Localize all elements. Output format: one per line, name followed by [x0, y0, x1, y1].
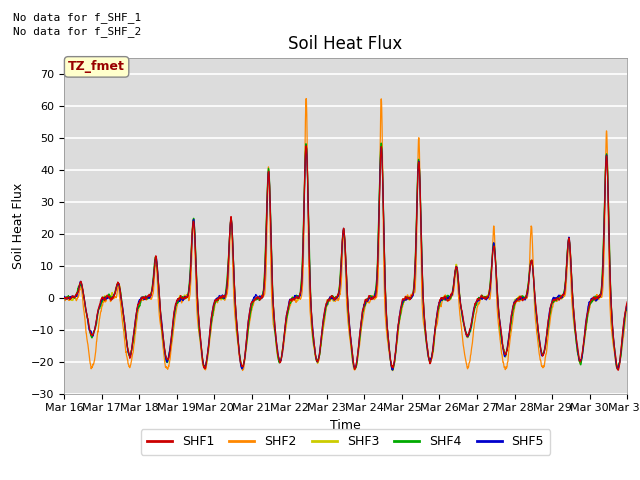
- SHF4: [417, 222, 425, 228]
- SHF5: [623, 301, 631, 307]
- SHF3: [239, 364, 246, 370]
- Legend: SHF1, SHF2, SHF3, SHF4, SHF5: SHF1, SHF2, SHF3, SHF4, SHF5: [141, 429, 550, 455]
- SHF3: [378, 143, 385, 148]
- Text: TZ_fmet: TZ_fmet: [68, 60, 125, 73]
- SHF1: [623, 299, 631, 305]
- SHF4: [378, 140, 385, 146]
- SHF2: [239, 368, 246, 373]
- SHF1: [302, 143, 310, 149]
- SHF5: [417, 231, 425, 237]
- Text: No data for f_SHF_1: No data for f_SHF_1: [13, 12, 141, 23]
- SHF3: [60, 295, 68, 300]
- SHF2: [302, 96, 310, 101]
- SHF4: [453, 270, 461, 276]
- Title: Soil Heat Flux: Soil Heat Flux: [289, 35, 403, 53]
- SHF2: [239, 367, 246, 372]
- SHF5: [239, 365, 246, 371]
- SHF5: [389, 367, 397, 373]
- Line: SHF3: SHF3: [64, 145, 627, 371]
- SHF1: [525, 279, 532, 285]
- SHF1: [453, 265, 461, 271]
- SHF5: [454, 266, 461, 272]
- SHF3: [483, 294, 491, 300]
- Line: SHF2: SHF2: [64, 98, 627, 371]
- SHF2: [417, 261, 425, 267]
- Text: No data for f_SHF_2: No data for f_SHF_2: [13, 26, 141, 37]
- SHF4: [483, 294, 491, 300]
- SHF1: [614, 367, 622, 373]
- SHF2: [483, 293, 491, 299]
- Y-axis label: Soil Heat Flux: Soil Heat Flux: [12, 182, 25, 269]
- SHF3: [389, 368, 397, 373]
- Line: SHF1: SHF1: [64, 146, 627, 370]
- SHF3: [453, 265, 461, 271]
- SHF4: [239, 364, 246, 370]
- SHF1: [453, 265, 461, 271]
- SHF4: [525, 274, 533, 279]
- SHF5: [453, 266, 461, 272]
- SHF1: [239, 363, 246, 369]
- SHF2: [454, 276, 461, 282]
- SHF4: [60, 295, 68, 300]
- SHF5: [525, 276, 533, 282]
- SHF2: [453, 274, 461, 279]
- SHF4: [388, 367, 396, 372]
- SHF1: [417, 224, 425, 230]
- SHF3: [525, 275, 533, 280]
- SHF1: [483, 294, 491, 300]
- SHF3: [623, 302, 631, 308]
- SHF3: [417, 230, 425, 236]
- SHF4: [623, 303, 631, 309]
- SHF3: [454, 266, 461, 272]
- X-axis label: Time: Time: [330, 419, 361, 432]
- SHF5: [60, 294, 68, 300]
- SHF4: [454, 271, 461, 277]
- SHF2: [525, 276, 533, 282]
- Line: SHF5: SHF5: [64, 146, 627, 370]
- SHF1: [60, 295, 68, 300]
- SHF2: [60, 296, 68, 302]
- SHF2: [623, 303, 631, 309]
- SHF5: [483, 295, 491, 300]
- Line: SHF4: SHF4: [64, 143, 627, 370]
- SHF5: [302, 143, 310, 149]
